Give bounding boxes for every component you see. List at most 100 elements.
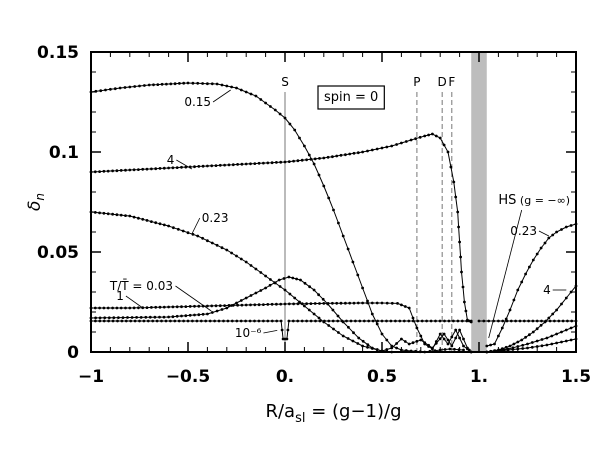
point-2-22 bbox=[186, 231, 190, 235]
point-0-12 bbox=[147, 83, 151, 87]
point-2-5 bbox=[111, 212, 114, 216]
point-5-80 bbox=[425, 319, 428, 323]
point-3-2 bbox=[98, 316, 102, 320]
x-axis-label-main: R/a bbox=[265, 401, 295, 422]
point-5-3 bbox=[102, 319, 106, 323]
series-label-5: 10⁻⁶ bbox=[235, 326, 262, 340]
series-label-3: T/T̄ = 0.03 bbox=[109, 279, 173, 293]
point-1-30 bbox=[218, 163, 222, 167]
point-6-4 bbox=[500, 326, 504, 330]
point-10-13 bbox=[535, 319, 539, 323]
point-5-24 bbox=[195, 319, 199, 323]
point-0-59 bbox=[370, 312, 374, 316]
point-3-14 bbox=[153, 315, 157, 319]
point-3-18 bbox=[171, 315, 175, 319]
point-4-24 bbox=[193, 304, 196, 308]
point-2-11 bbox=[137, 216, 140, 220]
point-1-84 bbox=[452, 180, 456, 184]
point-5-79 bbox=[420, 319, 424, 323]
point-4-36 bbox=[244, 303, 248, 307]
point-4-1 bbox=[93, 306, 97, 310]
point-5-61 bbox=[340, 319, 344, 323]
point-4-8 bbox=[124, 306, 127, 310]
point-4-7 bbox=[119, 306, 123, 310]
point-9-15 bbox=[555, 341, 558, 345]
point-3-24 bbox=[197, 313, 201, 317]
point-0-39 bbox=[273, 108, 277, 112]
point-2-13 bbox=[145, 219, 149, 222]
point-10-4 bbox=[497, 319, 500, 323]
point-2-54 bbox=[341, 334, 345, 338]
point-5-15 bbox=[155, 319, 159, 323]
point-0-7 bbox=[123, 86, 127, 89]
point-4-76 bbox=[419, 334, 423, 338]
marker-label-1: P bbox=[413, 75, 420, 89]
point-4-74 bbox=[411, 316, 415, 320]
point-1-42 bbox=[270, 161, 274, 165]
point-5-75 bbox=[402, 319, 406, 323]
point-7-14 bbox=[539, 323, 543, 327]
point-8-13 bbox=[545, 336, 549, 340]
point-10-5 bbox=[501, 319, 505, 323]
point-1-34 bbox=[236, 163, 240, 166]
point-0-27 bbox=[215, 82, 219, 86]
point-1-49 bbox=[300, 158, 304, 162]
point-6-7 bbox=[512, 298, 516, 302]
point-3-12 bbox=[144, 315, 148, 319]
point-4-13 bbox=[145, 306, 149, 309]
series-leader-6 bbox=[538, 230, 550, 237]
point-2-35 bbox=[249, 264, 253, 267]
point-2-6 bbox=[115, 213, 119, 217]
point-5-57 bbox=[323, 319, 326, 323]
point-5-10 bbox=[133, 319, 137, 323]
point-1-5 bbox=[111, 169, 114, 173]
point-5-62 bbox=[345, 319, 348, 323]
point-7-17 bbox=[551, 312, 555, 316]
point-10-17 bbox=[553, 319, 556, 323]
point-0-56 bbox=[356, 273, 360, 277]
point-5-65 bbox=[358, 319, 362, 323]
point-0-44 bbox=[298, 136, 301, 140]
point-10-0 bbox=[477, 319, 481, 323]
point-6-6 bbox=[508, 308, 512, 312]
point-3-79 bbox=[446, 338, 450, 342]
point-1-86 bbox=[456, 210, 460, 214]
point-5-31 bbox=[226, 319, 230, 323]
point-3-27 bbox=[210, 311, 214, 314]
point-3-15 bbox=[158, 315, 161, 319]
point-5-84 bbox=[443, 319, 446, 323]
point-3-80 bbox=[450, 344, 454, 348]
point-4-35 bbox=[240, 303, 244, 307]
point-2-43 bbox=[288, 292, 292, 296]
point-1-82 bbox=[446, 150, 450, 154]
point-3-37 bbox=[259, 289, 263, 292]
y-tick-label-2: 0.1 bbox=[49, 143, 79, 163]
point-5-34 bbox=[239, 319, 243, 323]
point-2-57 bbox=[356, 342, 360, 345]
point-3-30 bbox=[225, 306, 229, 310]
point-4-86 bbox=[458, 336, 461, 340]
point-2-3 bbox=[102, 211, 106, 215]
point-1-65 bbox=[370, 148, 374, 152]
point-5-88 bbox=[460, 319, 464, 323]
point-5-16 bbox=[160, 319, 163, 323]
point-2-16 bbox=[158, 222, 162, 226]
point-4-6 bbox=[115, 306, 119, 310]
point-2-37 bbox=[259, 271, 263, 274]
point-4-72 bbox=[403, 305, 407, 308]
point-10-14 bbox=[540, 319, 543, 323]
point-5-6 bbox=[116, 319, 119, 323]
point-5-22 bbox=[186, 319, 190, 323]
point-4-52 bbox=[313, 302, 317, 305]
point-9-8 bbox=[521, 347, 525, 350]
point-6-17 bbox=[551, 233, 555, 237]
point-4-57 bbox=[335, 301, 339, 305]
x-tick-label-3: 0.5 bbox=[367, 367, 397, 387]
point-5-90 bbox=[469, 319, 473, 323]
point-10-6 bbox=[505, 319, 509, 323]
point-1-17 bbox=[162, 166, 166, 170]
point-1-44 bbox=[279, 160, 283, 164]
point-0-64 bbox=[395, 346, 398, 350]
point-5-30 bbox=[222, 319, 225, 323]
series-line-6 bbox=[486, 223, 577, 347]
